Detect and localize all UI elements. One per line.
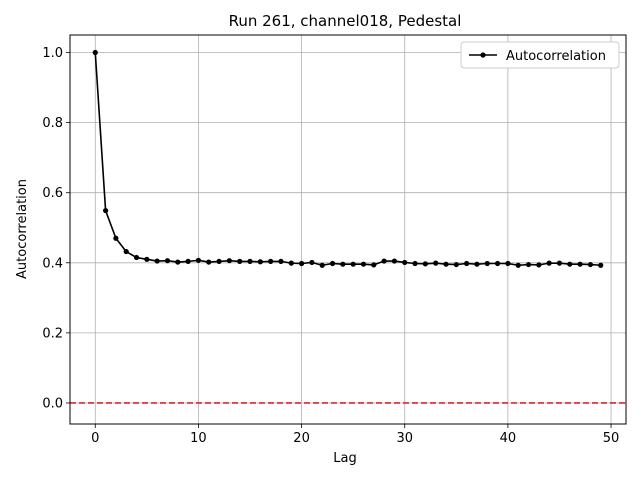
data-point bbox=[144, 256, 150, 262]
data-point bbox=[216, 258, 222, 264]
data-point bbox=[494, 260, 501, 267]
data-point bbox=[525, 261, 532, 268]
x-tick-label: 10 bbox=[190, 431, 207, 446]
data-point bbox=[133, 254, 140, 261]
x-tick-label: 30 bbox=[396, 431, 413, 446]
y-tick-label: 0.4 bbox=[42, 256, 63, 271]
data-point bbox=[309, 259, 315, 266]
data-point bbox=[113, 235, 119, 241]
data-point bbox=[598, 262, 604, 268]
data-point bbox=[226, 258, 232, 264]
data-point bbox=[402, 259, 408, 266]
data-point bbox=[381, 258, 387, 264]
plot-frame bbox=[69, 34, 627, 425]
y-tick-label: 0.2 bbox=[42, 326, 63, 341]
y-axis-label: Autocorrelation bbox=[15, 179, 30, 279]
data-point bbox=[175, 259, 181, 265]
x-tick-label: 40 bbox=[500, 431, 517, 446]
series-autocorrelation bbox=[92, 49, 604, 268]
y-tick-label: 1.0 bbox=[42, 46, 63, 61]
legend: Autocorrelation bbox=[460, 41, 620, 69]
data-point bbox=[556, 260, 563, 266]
data-point bbox=[195, 257, 202, 263]
data-point bbox=[371, 262, 377, 268]
data-point bbox=[433, 260, 439, 266]
data-point bbox=[288, 260, 294, 266]
data-point bbox=[278, 258, 284, 264]
data-point bbox=[587, 261, 594, 268]
data-point bbox=[443, 261, 449, 267]
x-axis: 0 10 20 30 40 50 bbox=[91, 424, 619, 446]
data-point bbox=[247, 258, 253, 264]
data-point bbox=[319, 262, 325, 268]
y-tick-label: 0.0 bbox=[42, 396, 63, 411]
data-point bbox=[206, 259, 212, 265]
data-point bbox=[412, 260, 418, 267]
data-point bbox=[164, 258, 171, 264]
chart-title: Run 261, channel018, Pedestal bbox=[229, 12, 462, 30]
data-point bbox=[474, 261, 480, 267]
data-point bbox=[257, 259, 263, 265]
x-tick-label: 50 bbox=[603, 431, 620, 446]
data-point bbox=[546, 260, 552, 266]
data-point bbox=[567, 261, 573, 267]
legend-entry-autocorrelation: Autocorrelation bbox=[506, 49, 606, 64]
x-tick-label: 20 bbox=[293, 431, 310, 446]
data-point bbox=[92, 49, 98, 56]
data-point bbox=[360, 261, 367, 267]
data-point bbox=[464, 260, 470, 267]
data-point bbox=[391, 258, 398, 264]
data-point bbox=[422, 261, 428, 267]
x-axis-label: Lag bbox=[333, 451, 356, 466]
data-point bbox=[154, 258, 160, 264]
data-point bbox=[350, 261, 356, 267]
data-point bbox=[484, 260, 490, 267]
data-point bbox=[329, 260, 336, 267]
series-line bbox=[94, 52, 601, 267]
legend-marker-sample bbox=[480, 52, 486, 58]
data-point bbox=[123, 248, 129, 255]
data-point bbox=[340, 261, 346, 267]
data-point bbox=[453, 261, 459, 268]
data-point bbox=[515, 262, 521, 268]
data-point bbox=[185, 258, 191, 264]
x-tick-label: 0 bbox=[91, 431, 99, 446]
legend-box bbox=[460, 41, 620, 69]
data-point bbox=[536, 262, 542, 268]
data-point bbox=[268, 258, 274, 264]
y-tick-label: 0.8 bbox=[42, 116, 63, 131]
y-tick-label: 0.6 bbox=[42, 186, 63, 201]
data-point bbox=[102, 207, 109, 214]
data-point bbox=[505, 260, 511, 267]
y-axis: 0.0 0.2 0.4 0.6 0.8 1.0 bbox=[42, 46, 70, 411]
grid bbox=[70, 35, 626, 424]
data-point bbox=[577, 261, 583, 267]
data-point bbox=[298, 260, 305, 267]
data-point bbox=[237, 258, 243, 264]
